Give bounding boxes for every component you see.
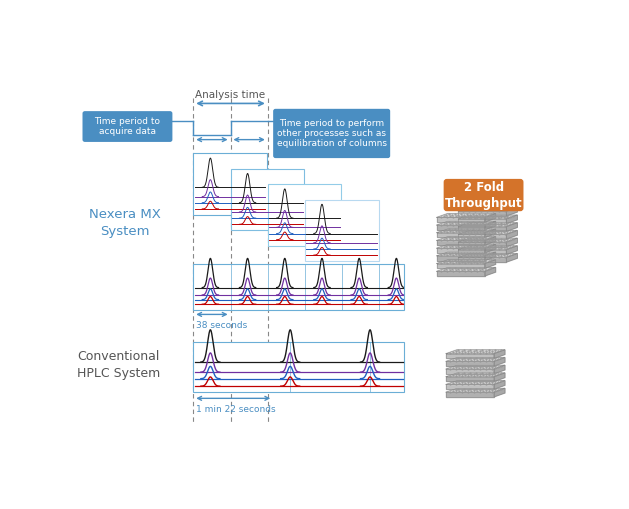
- Bar: [268, 184, 342, 246]
- Polygon shape: [459, 200, 517, 204]
- Polygon shape: [485, 267, 496, 276]
- Bar: [193, 342, 404, 392]
- Polygon shape: [459, 207, 517, 211]
- Polygon shape: [446, 377, 494, 381]
- FancyBboxPatch shape: [82, 111, 172, 142]
- Text: Time period to
acquire data: Time period to acquire data: [94, 117, 160, 136]
- Polygon shape: [446, 388, 505, 392]
- Polygon shape: [437, 260, 496, 264]
- Polygon shape: [446, 384, 494, 389]
- Polygon shape: [437, 237, 496, 240]
- Text: 38 seconds: 38 seconds: [196, 321, 247, 329]
- Polygon shape: [437, 267, 496, 271]
- Polygon shape: [437, 271, 485, 276]
- Polygon shape: [459, 253, 517, 258]
- Polygon shape: [494, 357, 505, 366]
- Polygon shape: [437, 256, 485, 261]
- Polygon shape: [437, 244, 496, 248]
- Polygon shape: [459, 231, 517, 234]
- Polygon shape: [446, 350, 505, 354]
- Text: Analysis time: Analysis time: [196, 90, 265, 100]
- Bar: [193, 264, 404, 310]
- Text: Time period to perform
other processes such as
equilibration of columns: Time period to perform other processes s…: [277, 119, 387, 148]
- Polygon shape: [485, 260, 496, 268]
- Polygon shape: [494, 365, 505, 374]
- Polygon shape: [485, 214, 496, 222]
- Text: 2 Fold
Throughput: 2 Fold Throughput: [445, 181, 522, 210]
- Polygon shape: [446, 373, 505, 377]
- Bar: [193, 154, 267, 215]
- Polygon shape: [459, 250, 506, 254]
- Polygon shape: [459, 234, 506, 239]
- Polygon shape: [494, 350, 505, 358]
- Polygon shape: [459, 219, 506, 223]
- Polygon shape: [446, 354, 494, 358]
- Polygon shape: [506, 207, 517, 216]
- Polygon shape: [459, 204, 506, 208]
- Polygon shape: [437, 221, 496, 225]
- Polygon shape: [437, 229, 496, 233]
- Polygon shape: [437, 225, 485, 230]
- Polygon shape: [437, 240, 485, 245]
- Bar: [230, 169, 304, 231]
- Polygon shape: [506, 238, 517, 247]
- Polygon shape: [485, 221, 496, 230]
- Polygon shape: [485, 244, 496, 253]
- Text: Conventional
HPLC System: Conventional HPLC System: [77, 350, 160, 380]
- Polygon shape: [494, 381, 505, 389]
- Polygon shape: [459, 238, 517, 242]
- Polygon shape: [437, 214, 496, 217]
- Polygon shape: [437, 248, 485, 253]
- Text: 1 min 22 seconds: 1 min 22 seconds: [196, 405, 276, 413]
- Polygon shape: [446, 357, 505, 361]
- Polygon shape: [437, 217, 485, 222]
- Polygon shape: [459, 227, 506, 231]
- Polygon shape: [459, 211, 506, 216]
- Polygon shape: [446, 381, 505, 384]
- FancyBboxPatch shape: [443, 179, 523, 211]
- Polygon shape: [459, 246, 517, 250]
- Polygon shape: [485, 237, 496, 245]
- Polygon shape: [494, 388, 505, 397]
- Polygon shape: [459, 223, 517, 227]
- Polygon shape: [506, 231, 517, 239]
- Polygon shape: [446, 369, 494, 374]
- Polygon shape: [437, 252, 496, 256]
- Text: Nexera MX
System: Nexera MX System: [89, 208, 161, 238]
- Polygon shape: [506, 253, 517, 262]
- Polygon shape: [459, 215, 517, 219]
- Polygon shape: [506, 223, 517, 231]
- Polygon shape: [437, 264, 485, 268]
- Polygon shape: [437, 233, 485, 237]
- Polygon shape: [459, 258, 506, 262]
- Polygon shape: [506, 246, 517, 254]
- Polygon shape: [446, 361, 494, 366]
- Polygon shape: [446, 392, 494, 397]
- Polygon shape: [446, 365, 505, 369]
- Polygon shape: [485, 252, 496, 261]
- Polygon shape: [494, 373, 505, 381]
- FancyBboxPatch shape: [273, 109, 390, 158]
- Polygon shape: [506, 215, 517, 223]
- Polygon shape: [506, 200, 517, 208]
- Polygon shape: [485, 229, 496, 237]
- Bar: [305, 200, 379, 261]
- Polygon shape: [459, 242, 506, 247]
